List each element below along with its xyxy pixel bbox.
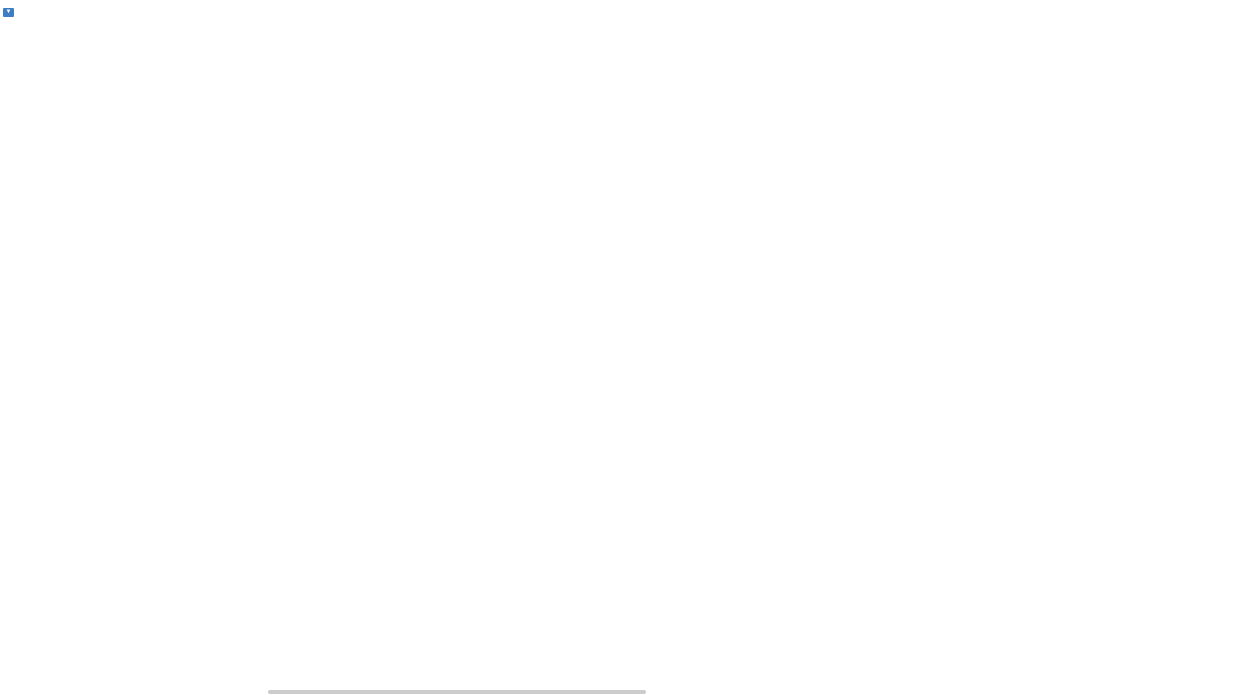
chart-dropdown-icon[interactable]: ▼: [3, 8, 14, 17]
rsi-label: [14, 548, 28, 559]
macd-label: [14, 419, 35, 430]
bottom-scrollbar-thumb[interactable]: [268, 690, 646, 694]
